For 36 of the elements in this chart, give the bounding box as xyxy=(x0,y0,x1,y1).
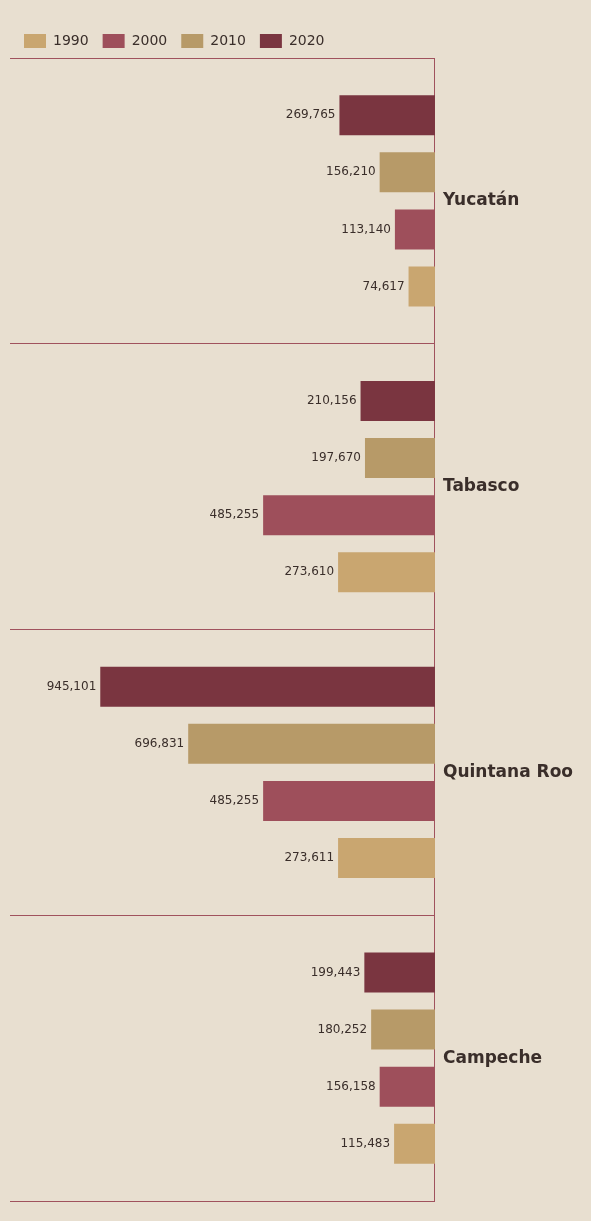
bar xyxy=(379,152,435,193)
bar xyxy=(408,266,435,307)
data-label: 485,255 xyxy=(209,507,260,522)
data-label: 74,617 xyxy=(362,278,405,293)
bar xyxy=(100,666,435,707)
y-tick-label: Quintana Roo xyxy=(442,760,574,781)
y-tick-label: Yucatán xyxy=(441,189,520,210)
data-label: 115,483 xyxy=(340,1135,391,1150)
data-label: 945,101 xyxy=(46,678,97,693)
data-label: 696,831 xyxy=(134,735,185,750)
data-label: 485,255 xyxy=(209,793,260,808)
data-label: 199,443 xyxy=(310,964,361,979)
bar xyxy=(188,723,435,764)
bar xyxy=(360,380,435,421)
bar xyxy=(364,952,435,993)
bar xyxy=(339,95,435,136)
legend-label: 2010 xyxy=(210,31,246,48)
bar xyxy=(394,1123,435,1164)
legend-label: 1990 xyxy=(53,31,89,48)
bar xyxy=(371,1009,435,1050)
bar xyxy=(338,552,435,593)
bar xyxy=(364,438,435,479)
legend-label: 2020 xyxy=(288,31,325,48)
y-tick-label: Tabasco xyxy=(442,475,520,496)
data-label: 273,610 xyxy=(284,564,335,579)
data-label: 156,158 xyxy=(326,1078,376,1093)
y-tick-label: Campeche xyxy=(442,1046,543,1067)
data-label: 180,252 xyxy=(317,1021,368,1036)
data-label: 269,765 xyxy=(285,107,336,122)
data-label: 113,140 xyxy=(341,221,391,236)
data-label: 210,156 xyxy=(306,393,357,408)
data-label: 273,611 xyxy=(284,850,335,865)
legend-label: 2000 xyxy=(131,31,168,48)
bar xyxy=(338,838,435,879)
data-label: 156,210 xyxy=(326,164,376,179)
data-label: 197,670 xyxy=(311,450,361,465)
